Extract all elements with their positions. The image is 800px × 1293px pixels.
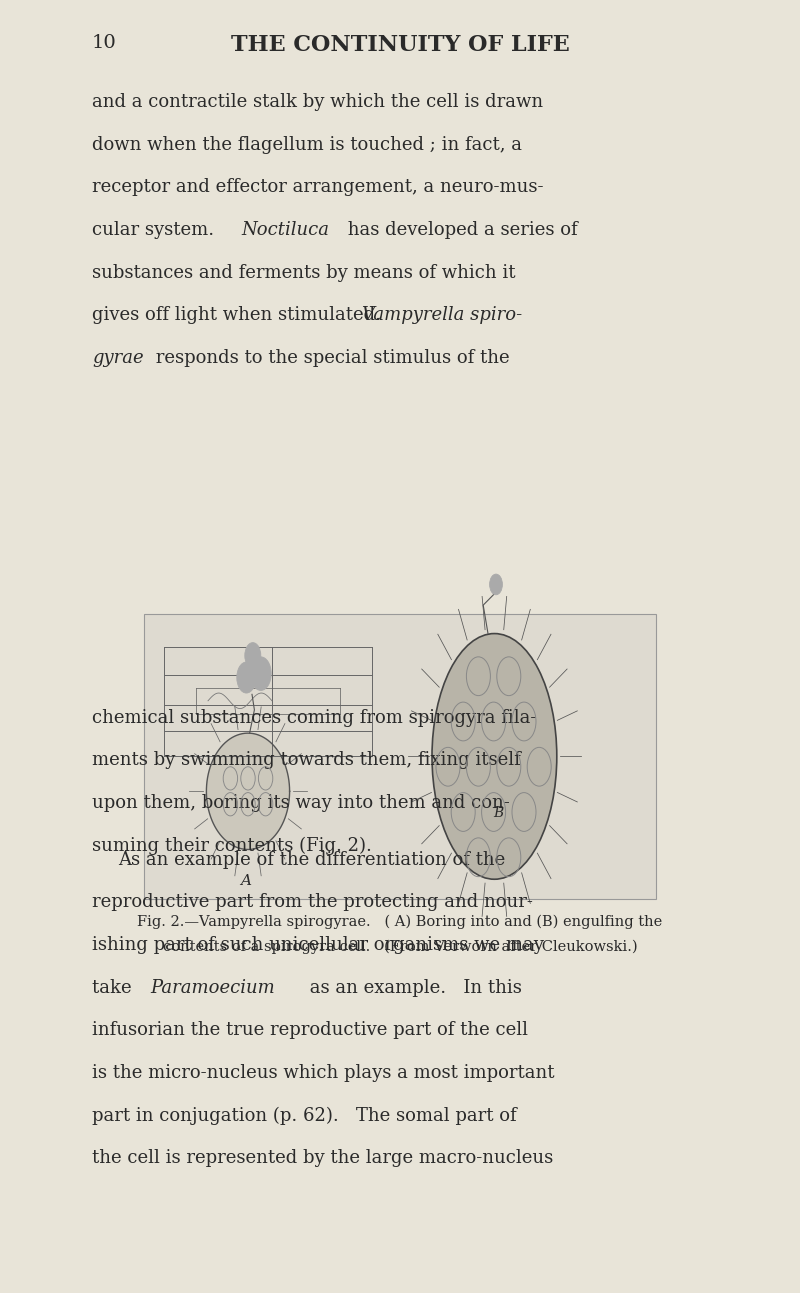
Circle shape	[237, 662, 256, 693]
Text: and a contractile stalk by which the cell is drawn: and a contractile stalk by which the cel…	[92, 93, 543, 111]
Text: ments by swimming towards them, fixing itself: ments by swimming towards them, fixing i…	[92, 751, 521, 769]
Text: chemical substances coming from spirogyra fila-: chemical substances coming from spirogyr…	[92, 709, 536, 727]
Text: cular system.: cular system.	[92, 221, 226, 239]
Text: 10: 10	[92, 34, 117, 52]
Text: suming their contents (Fig. 2).: suming their contents (Fig. 2).	[92, 837, 372, 855]
Text: the cell is represented by the large macro-nucleus: the cell is represented by the large mac…	[92, 1149, 554, 1168]
Text: gives off light when stimulated.: gives off light when stimulated.	[92, 306, 393, 325]
Text: contents of a spirogyra cell.   (From Verworn after Cleukowski.): contents of a spirogyra cell. (From Verw…	[162, 940, 638, 954]
Text: receptor and effector arrangement, a neuro-mus-: receptor and effector arrangement, a neu…	[92, 178, 543, 197]
Text: Noctiluca: Noctiluca	[242, 221, 330, 239]
Text: A: A	[240, 874, 251, 888]
Text: Vampyrella spiro-: Vampyrella spiro-	[362, 306, 522, 325]
Text: THE CONTINUITY OF LIFE: THE CONTINUITY OF LIFE	[230, 34, 570, 56]
Ellipse shape	[206, 733, 290, 850]
Text: reproductive part from the protecting and nour-: reproductive part from the protecting an…	[92, 893, 533, 912]
Text: responds to the special stimulus of the: responds to the special stimulus of the	[150, 349, 510, 367]
Text: gyrae: gyrae	[92, 349, 144, 367]
Ellipse shape	[432, 634, 557, 879]
Text: As an example of the differentiation of the: As an example of the differentiation of …	[118, 851, 506, 869]
Text: down when the flagellum is touched ; in fact, a: down when the flagellum is touched ; in …	[92, 136, 522, 154]
Text: infusorian the true reproductive part of the cell: infusorian the true reproductive part of…	[92, 1021, 528, 1040]
Text: ishing part of such unicellular organisms we may: ishing part of such unicellular organism…	[92, 936, 544, 954]
Text: as an example.   In this: as an example. In this	[304, 979, 522, 997]
Text: upon them, boring its way into them and con-: upon them, boring its way into them and …	[92, 794, 510, 812]
Circle shape	[490, 574, 502, 595]
Circle shape	[250, 657, 271, 690]
Text: has developed a series of: has developed a series of	[342, 221, 578, 239]
Text: substances and ferments by means of which it: substances and ferments by means of whic…	[92, 264, 515, 282]
Text: take: take	[92, 979, 143, 997]
Circle shape	[245, 643, 261, 668]
Text: B: B	[494, 806, 504, 820]
Text: Fig. 2.—Vampyrella spirogyrae.   ( A) Boring into and (B) engulfing the: Fig. 2.—Vampyrella spirogyrae. ( A) Bori…	[138, 914, 662, 928]
FancyBboxPatch shape	[144, 614, 656, 899]
Text: Paramoecium: Paramoecium	[150, 979, 275, 997]
Text: is the micro-nucleus which plays a most important: is the micro-nucleus which plays a most …	[92, 1064, 554, 1082]
Text: part in conjugation (p. 62).   The somal part of: part in conjugation (p. 62). The somal p…	[92, 1107, 517, 1125]
